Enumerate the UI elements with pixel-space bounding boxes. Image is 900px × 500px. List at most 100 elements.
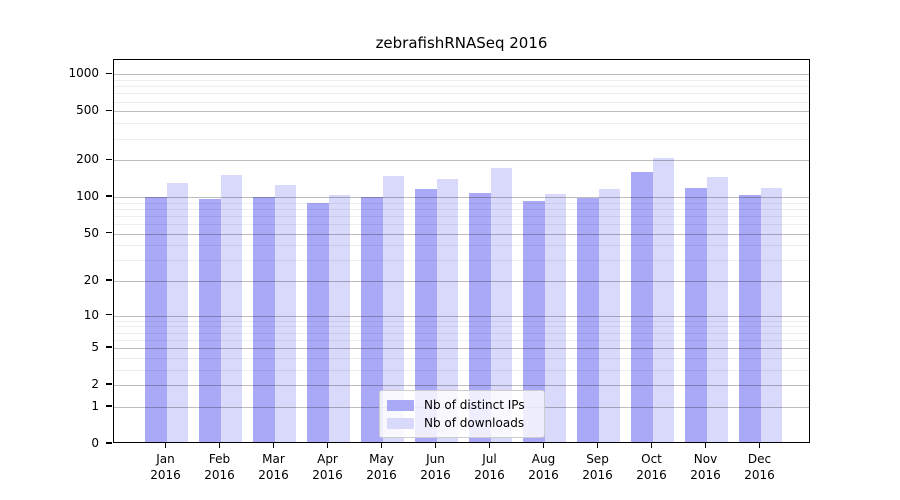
bar-downloads	[652, 157, 674, 442]
minor-gridline	[114, 138, 809, 140]
bar-distinct-ips	[145, 197, 167, 442]
legend-entry-downloads: Nb of downloads	[387, 414, 535, 432]
x-axis-tick	[326, 443, 329, 448]
minor-gridline	[114, 332, 809, 334]
bar-distinct-ips	[577, 198, 599, 442]
y-axis-tick	[106, 231, 112, 234]
bar-downloads	[274, 185, 296, 442]
y-axis-tick	[106, 279, 112, 281]
y-axis-tick-label: 500	[76, 103, 99, 118]
x-axis-tick	[380, 443, 383, 448]
x-axis-tick-label: Apr 2016	[312, 452, 343, 482]
minor-gridline	[114, 123, 809, 125]
y-axis-tick-label: 1	[91, 398, 99, 413]
major-gridline	[114, 197, 809, 199]
bar-distinct-ips	[631, 172, 653, 442]
minor-gridline	[114, 320, 809, 322]
minor-gridline	[114, 245, 809, 247]
x-axis-tick-label: Sep 2016	[582, 452, 613, 482]
plot-area	[113, 59, 810, 443]
x-axis-tick-label: Jul 2016	[474, 452, 505, 482]
x-axis-tick-label: Aug 2016	[528, 452, 559, 482]
bar-downloads	[382, 175, 404, 442]
bar-distinct-ips	[685, 187, 707, 442]
legend-label-distinct-ips: Nb of distinct IPs	[424, 398, 525, 412]
bar-downloads	[220, 174, 242, 442]
bar-distinct-ips	[523, 200, 545, 442]
legend-label-downloads: Nb of downloads	[424, 416, 525, 430]
x-axis-tick	[218, 443, 221, 448]
bar-distinct-ips	[361, 197, 383, 442]
y-axis-tick-label: 100	[76, 189, 99, 204]
major-gridline	[114, 111, 809, 113]
minor-gridline	[114, 93, 809, 95]
major-gridline	[114, 385, 809, 387]
bar-downloads	[436, 179, 458, 442]
minor-gridline	[114, 357, 809, 359]
minor-gridline	[114, 215, 809, 217]
major-gridline	[114, 348, 809, 350]
x-axis-tick-label: Mar 2016	[258, 452, 289, 482]
bar-downloads	[490, 168, 512, 442]
x-axis-tick-label: Jun 2016	[420, 452, 451, 482]
bar-distinct-ips	[739, 194, 761, 442]
x-axis-tick-label: May 2016	[366, 452, 397, 482]
minor-gridline	[114, 80, 809, 82]
major-gridline	[114, 160, 809, 162]
x-axis-tick	[704, 443, 707, 448]
bar-distinct-ips	[469, 192, 491, 442]
x-axis-tick	[596, 443, 599, 448]
major-gridline	[114, 233, 809, 235]
bar-distinct-ips	[253, 196, 275, 442]
y-axis-tick-label: 10	[83, 307, 99, 322]
chart-title: zebrafishRNASeq 2016	[375, 34, 548, 52]
x-axis-tick	[164, 443, 167, 448]
y-axis-tick	[106, 383, 112, 385]
major-gridline	[114, 315, 809, 317]
y-axis-tick-label: 0	[91, 436, 99, 450]
x-axis-tick-label: Oct 2016	[636, 452, 667, 482]
y-axis-tick-label: 200	[76, 152, 99, 167]
x-axis-tick	[434, 443, 437, 448]
bar-downloads	[760, 188, 782, 442]
x-axis-tick-label: Jan 2016	[150, 452, 181, 482]
y-axis-tick-label: 2	[91, 377, 99, 392]
legend: Nb of distinct IPs Nb of downloads	[379, 390, 545, 438]
x-axis-tick-label: Dec 2016	[744, 452, 775, 482]
major-gridline	[114, 74, 809, 76]
x-axis-tick	[488, 443, 491, 448]
y-axis-tick	[106, 405, 112, 407]
minor-gridline	[114, 208, 809, 210]
x-axis-tick-label: Nov 2016	[690, 452, 721, 482]
y-axis-tick	[106, 195, 112, 197]
x-axis-tick	[272, 443, 275, 448]
bar-distinct-ips	[415, 189, 437, 442]
y-axis-tick	[106, 346, 112, 348]
minor-gridline	[114, 260, 809, 262]
minor-gridline	[114, 339, 809, 341]
major-gridline	[114, 281, 809, 283]
bar-downloads	[544, 193, 566, 442]
y-axis-tick-label: 50	[83, 225, 99, 240]
bar-downloads	[166, 183, 188, 442]
minor-gridline	[114, 224, 809, 226]
x-axis-tick	[542, 443, 545, 448]
y-axis-tick	[106, 442, 112, 444]
bar-distinct-ips	[307, 202, 329, 442]
x-axis-tick	[758, 443, 761, 448]
minor-gridline	[114, 86, 809, 88]
bar-downloads	[328, 195, 350, 442]
x-axis-tick	[650, 443, 653, 448]
y-axis-tick	[106, 72, 112, 75]
legend-entry-distinct-ips: Nb of distinct IPs	[387, 396, 535, 414]
bar-downloads	[706, 176, 728, 442]
y-axis-tick	[106, 313, 112, 316]
legend-swatch-distinct-ips	[387, 399, 414, 411]
y-axis-tick	[106, 158, 112, 161]
y-axis-tick-label: 1000	[68, 66, 99, 81]
y-axis-tick	[106, 109, 112, 112]
x-axis-tick-label: Feb 2016	[204, 452, 235, 482]
y-axis-tick-label: 5	[91, 340, 99, 355]
minor-gridline	[114, 101, 809, 103]
